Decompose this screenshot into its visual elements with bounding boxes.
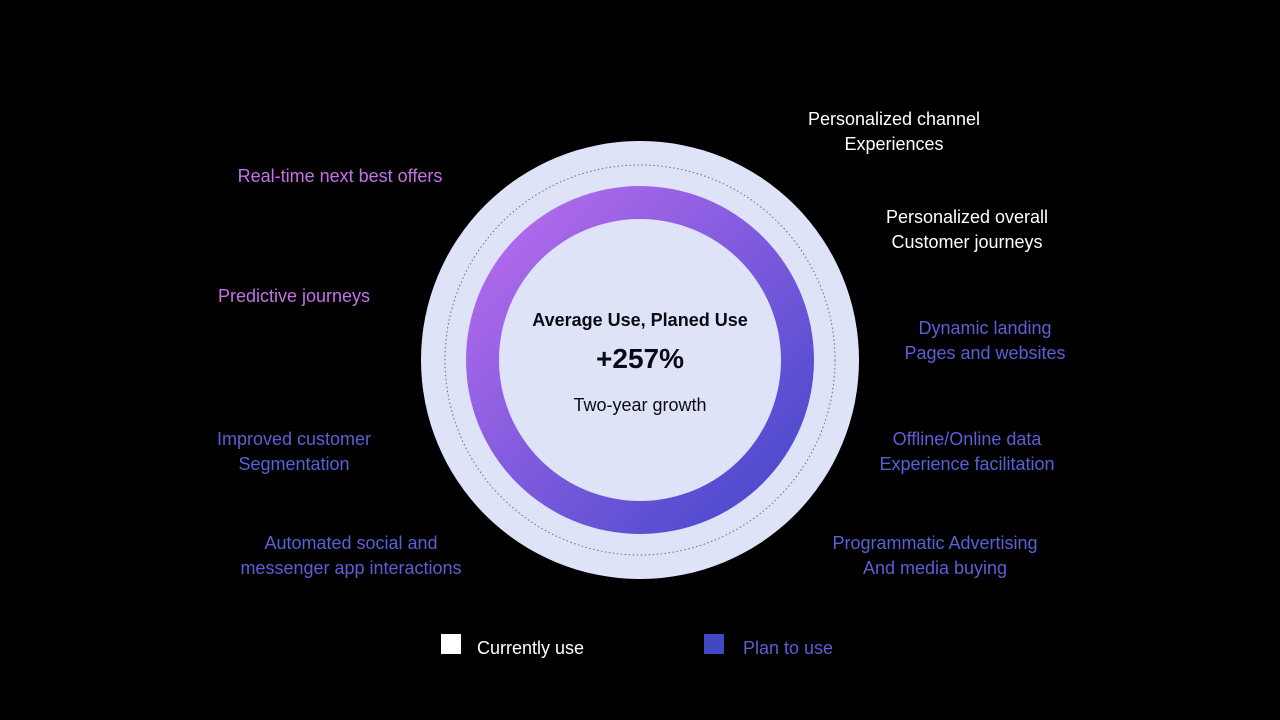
label-line: And media buying (862, 558, 1008, 578)
label-line: Dynamic landing (918, 318, 1052, 338)
label-line: Experiences (844, 134, 944, 154)
center-title: Average Use, Planed Use (532, 310, 748, 330)
label-line: Customer journeys (891, 232, 1043, 252)
label-line: Personalized overall (885, 207, 1049, 227)
label-line: Pages and websites (904, 343, 1066, 363)
dotted-orbit (444, 164, 836, 556)
label-dynamic-landing: Dynamic landing Pages and websites (835, 316, 1135, 366)
label-line: Offline/Online data (892, 429, 1042, 449)
label-automated-social: Automated social and messenger app inter… (201, 531, 501, 581)
label-line: Segmentation (238, 454, 350, 474)
inner-disc (499, 219, 781, 501)
label-programmatic: Programmatic Advertising And media buyin… (785, 531, 1085, 581)
label-line: Real-time next best offers (237, 166, 443, 186)
label-offline-online: Offline/Online data Experience facilitat… (817, 427, 1117, 477)
growth-value: +257% (596, 343, 684, 374)
center-subtitle: Two-year growth (573, 395, 707, 415)
label-personalized-overall: Personalized overall Customer journeys (817, 205, 1117, 255)
label-predictive-journeys: Predictive journeys (144, 284, 444, 309)
legend-plan-swatch (704, 634, 724, 654)
label-real-time-offers: Real-time next best offers (190, 164, 490, 189)
label-personalized-channel: Personalized channel Experiences (744, 107, 1044, 157)
legend-currently-label: Currently use (477, 638, 585, 658)
label-line: Automated social and (264, 533, 438, 553)
label-line: Personalized channel (807, 109, 981, 129)
label-line: Predictive journeys (217, 286, 371, 306)
label-line: messenger app interactions (240, 558, 462, 578)
legend-currently-swatch (441, 634, 461, 654)
label-improved-segmentation: Improved customer Segmentation (144, 427, 444, 477)
label-line: Programmatic Advertising (832, 533, 1038, 553)
label-line: Experience facilitation (879, 454, 1055, 474)
legend-plan-label: Plan to use (743, 638, 834, 658)
label-line: Improved customer (216, 429, 372, 449)
